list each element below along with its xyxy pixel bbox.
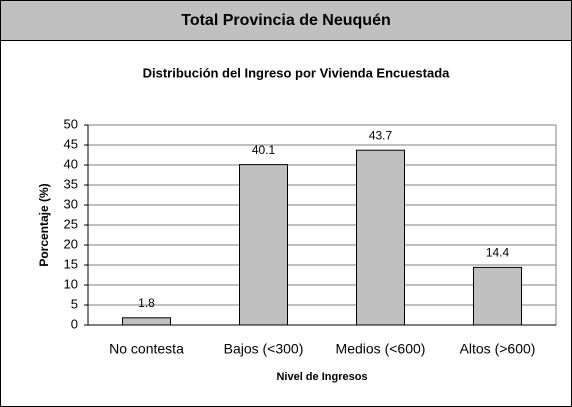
bar [356, 149, 405, 326]
bar [122, 317, 171, 326]
bar [239, 164, 288, 326]
x-tick-label: Bajos (<300) [224, 341, 304, 357]
y-tick-label: 0 [71, 316, 78, 331]
y-tick-label: 50 [64, 116, 78, 131]
y-tick-label: 10 [64, 276, 78, 291]
x-tick-label: No contesta [109, 341, 184, 357]
x-tick-label: Medios (<600) [336, 341, 426, 357]
y-tick-label: 45 [64, 136, 78, 151]
chart-title: Distribución del Ingreso por Vivienda En… [143, 65, 451, 80]
y-tick-label: 40 [64, 156, 78, 171]
data-label: 1.8 [138, 296, 155, 310]
bar [473, 266, 522, 326]
x-axis-label: Nivel de Ingresos [276, 371, 367, 383]
header-band [0, 0, 572, 41]
y-tick-label: 20 [64, 236, 78, 251]
data-label: 43.7 [369, 128, 393, 142]
y-axis-label: Porcentaje (%) [37, 183, 51, 266]
y-tick-label: 30 [64, 196, 78, 211]
header-title: Total Provincia de Neuquén [181, 12, 391, 29]
y-tick-label: 5 [71, 296, 78, 311]
y-tick-label: 35 [64, 176, 78, 191]
data-label: 14.4 [486, 246, 510, 260]
x-tick-label: Altos (>600) [460, 341, 536, 357]
data-label: 40.1 [252, 143, 276, 157]
y-tick-label: 25 [64, 216, 78, 231]
y-tick-label: 15 [64, 256, 78, 271]
